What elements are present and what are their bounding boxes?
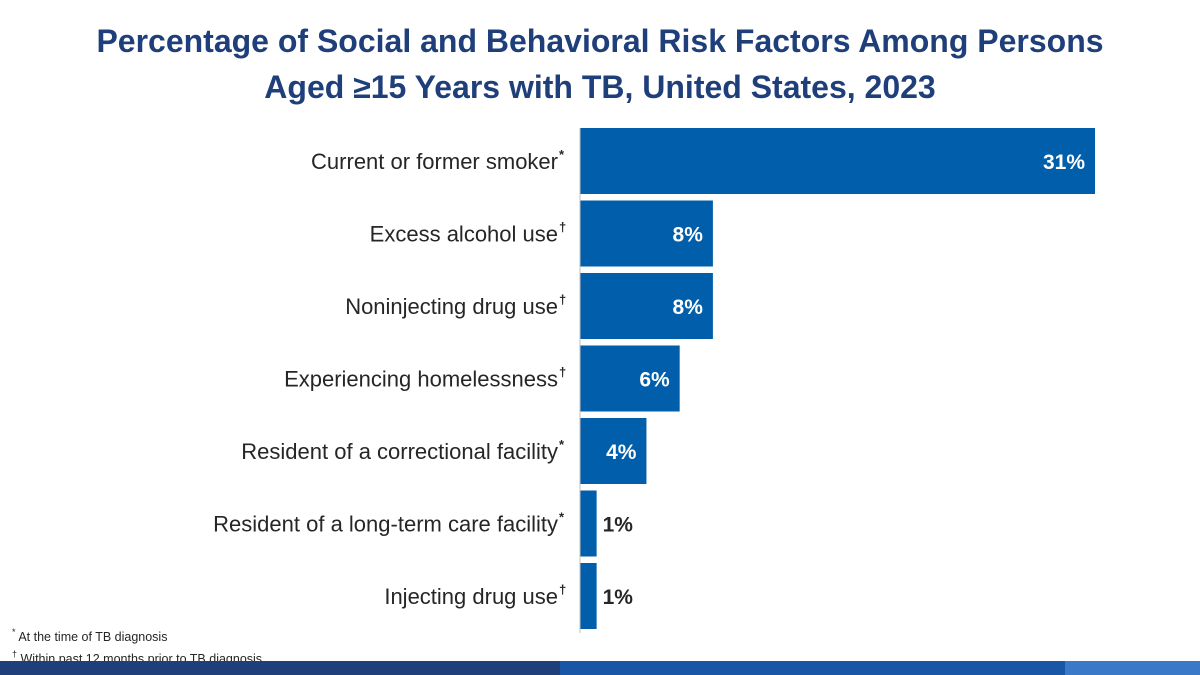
bar-2 — [580, 200, 713, 267]
bar-6 — [580, 490, 597, 557]
bar-1 — [580, 128, 1095, 194]
chart-title-line-2: Aged ≥15 Years with TB, United States, 2… — [264, 69, 936, 105]
value-label-4: 6% — [639, 369, 670, 392]
value-label-6: 1% — [603, 514, 634, 537]
category-marker-7: † — [559, 582, 566, 597]
footnote-1-mark: * — [12, 627, 16, 637]
category-label-5: Resident of a correctional facility — [241, 439, 558, 464]
footnote-2-mark: † — [12, 649, 18, 660]
band-segment-dark — [0, 661, 560, 675]
category-marker-6: * — [559, 510, 565, 525]
value-label-1: 31% — [1043, 151, 1085, 174]
chart-title-line-1: Percentage of Social and Behavioral Risk… — [96, 23, 1104, 59]
category-marker-1: * — [559, 147, 565, 162]
category-label-3: Noninjecting drug use — [345, 294, 558, 319]
bar-7 — [580, 563, 597, 629]
footnote-1-text: At the time of TB diagnosis — [18, 630, 168, 645]
category-marker-4: † — [559, 365, 566, 380]
value-label-3: 8% — [673, 296, 704, 319]
category-label-1: Current or former smoker — [311, 149, 558, 174]
chart-title: Percentage of Social and Behavioral Risk… — [0, 18, 1200, 110]
category-marker-2: † — [559, 220, 566, 235]
band-segment-mid — [560, 661, 1065, 675]
category-label-6: Resident of a long-term care facility — [213, 512, 558, 537]
category-label-4: Experiencing homelessness — [284, 367, 558, 392]
category-marker-3: † — [559, 292, 566, 307]
footnote-1: * At the time of TB diagnosis — [12, 624, 262, 646]
value-label-5: 4% — [606, 441, 637, 464]
bottom-decor-band — [0, 661, 1200, 675]
category-label-7: Injecting drug use — [384, 584, 558, 609]
value-label-7: 1% — [603, 586, 634, 609]
bar-3 — [580, 273, 713, 339]
bar-4 — [580, 345, 680, 412]
value-label-2: 8% — [673, 224, 704, 247]
band-segment-light — [1065, 661, 1200, 675]
category-label-2: Excess alcohol use — [370, 222, 558, 247]
category-marker-5: * — [559, 437, 565, 452]
bar-5 — [580, 418, 647, 484]
